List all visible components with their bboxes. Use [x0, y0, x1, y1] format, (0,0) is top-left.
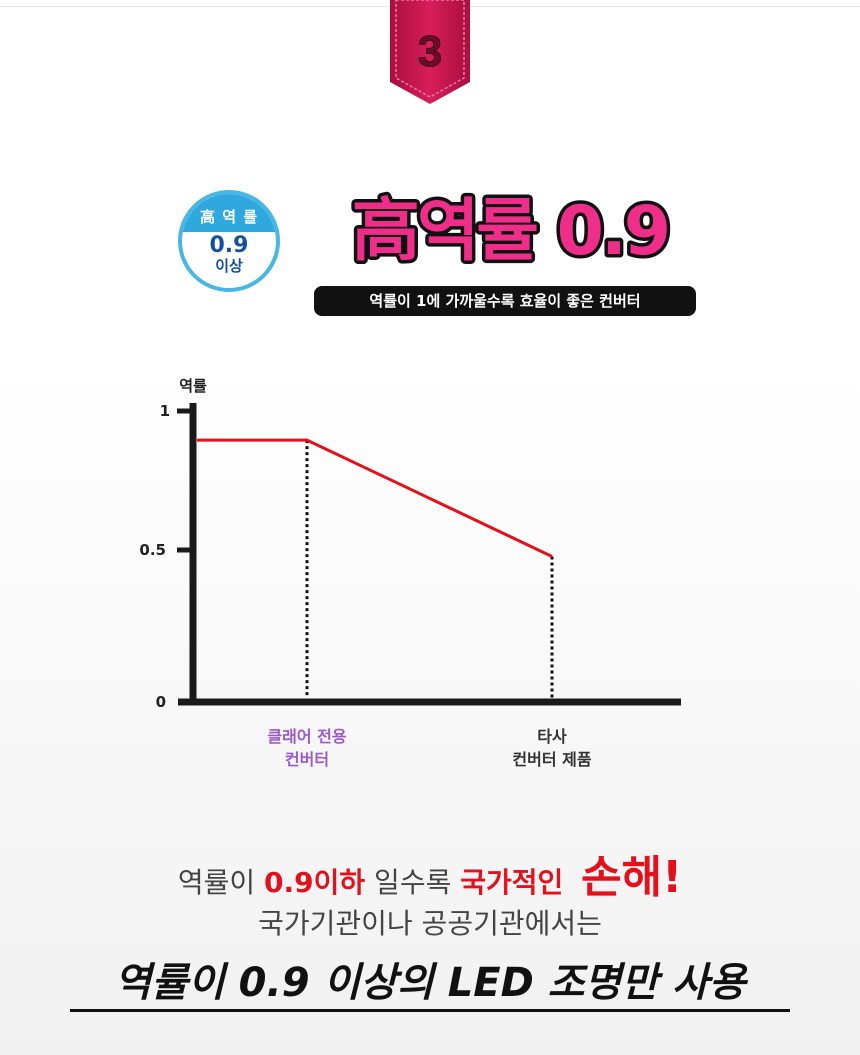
footer-line-1: 역률이 0.9이하 일수록 국가적인 손해! [0, 848, 860, 913]
footer-line1-b: 0.9이하 [264, 866, 366, 899]
footer-line1-a: 역률이 [177, 866, 265, 899]
badge-caption: 高 역 률 [182, 194, 276, 232]
footer-line1-e: 손해! [581, 852, 683, 903]
footer-line1-d: 국가적인 [460, 866, 564, 899]
headline-subtitle: 역률이 1에 가까울수록 효율이 좋은 컨버터 [314, 286, 696, 316]
badge-value: 0.9 [209, 233, 249, 258]
power-factor-chart: 역률 1 0.5 0 클래어 전용 컨버터 타사 컨버터 제품 [0, 360, 860, 790]
y-tick-label-0: 0 [156, 693, 166, 711]
headline-title: 高역률 0.9 [352, 192, 668, 271]
y-tick-label-1: 1 [160, 402, 170, 420]
footer-underline [70, 1009, 790, 1012]
x-label-clair-line2: 컨버터 [285, 750, 329, 769]
headline: 高역률 0.9 [300, 176, 720, 276]
x-label-other-line2: 컨버터 제품 [512, 750, 591, 769]
power-factor-badge: 高 역 률 0.9 이상 [178, 190, 280, 292]
y-tick-label-half: 0.5 [139, 541, 166, 559]
badge-sub: 이상 [215, 257, 243, 275]
step-ribbon: 3 [388, 0, 472, 106]
footer-line-3: 역률이 0.9 이상의 LED 조명만 사용 [114, 960, 746, 1006]
footer-line1-c: 일수록 [365, 866, 461, 899]
x-label-clair-line1: 클래어 전용 [267, 727, 346, 746]
power-factor-series-line [197, 438, 553, 558]
y-axis-label: 역률 [179, 377, 207, 395]
footer-line-2: 국가기관이나 공공기관에서는 [258, 907, 602, 940]
step-number: 3 [418, 27, 442, 76]
x-label-other-line1: 타사 [537, 727, 567, 746]
